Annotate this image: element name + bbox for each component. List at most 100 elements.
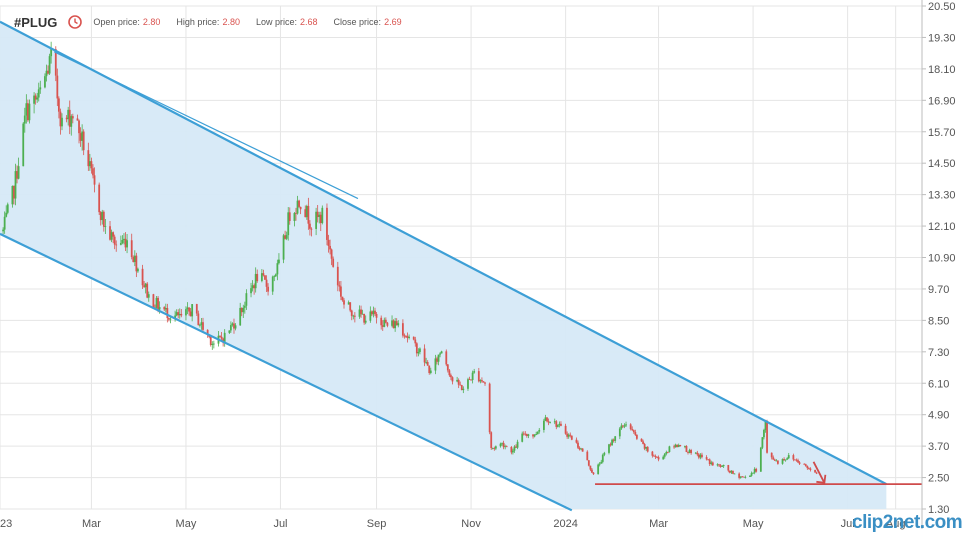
candle-body (457, 379, 460, 385)
candle-body (629, 424, 632, 430)
x-tick-label: Sep (367, 518, 387, 530)
candle-body (426, 362, 429, 366)
candle-body (284, 235, 287, 239)
candle-body (556, 424, 559, 427)
candle-body (163, 307, 166, 310)
candle-body (468, 379, 471, 381)
candle-body (705, 457, 708, 460)
candle-body (79, 133, 82, 141)
candle-body (395, 321, 398, 326)
candle-body (646, 446, 649, 452)
candle-body (267, 286, 269, 292)
arrow-head (816, 474, 827, 484)
candle-body (361, 313, 364, 315)
candle-body (798, 462, 801, 464)
clock-icon[interactable] (67, 14, 83, 30)
candle-body (742, 476, 745, 478)
candle-body (697, 454, 700, 458)
candle-body (741, 476, 744, 478)
candle-body (37, 89, 40, 98)
candle-body (467, 379, 469, 389)
candle-body (499, 443, 502, 447)
candle-body (543, 420, 545, 430)
candle-body (776, 460, 779, 464)
candle-body (326, 207, 328, 240)
candle-body (178, 313, 181, 316)
candle-body (662, 456, 665, 460)
candle-body (233, 323, 235, 329)
candle-body (795, 459, 798, 461)
candle-body (415, 343, 418, 354)
candle-body (242, 307, 245, 313)
candle-body (307, 205, 310, 224)
candle-body (614, 436, 617, 441)
candle-body (92, 168, 94, 176)
candle-body (65, 117, 68, 120)
candle-body (143, 285, 146, 288)
candle-body (130, 240, 133, 258)
candle-body (601, 454, 604, 462)
candle-body (315, 211, 318, 229)
candle-body (460, 385, 463, 391)
candle-body (330, 249, 333, 259)
candle-body (319, 214, 322, 224)
candle-body (22, 123, 25, 167)
candle-body (253, 285, 256, 289)
candle-body (61, 117, 63, 127)
candle-body (525, 434, 528, 436)
candle-body (25, 103, 28, 116)
candle-body (278, 259, 280, 264)
candle-body (250, 288, 252, 294)
candle-body (766, 420, 768, 453)
candle-body (694, 452, 697, 454)
down-arrow-icon (812, 461, 827, 484)
candle-body (71, 116, 74, 119)
candle-body (223, 332, 226, 343)
candle-body (200, 322, 203, 325)
candle-body (684, 446, 686, 447)
y-tick-label: 18.10 (928, 64, 956, 76)
candle-body (180, 313, 183, 316)
candle-body (239, 307, 242, 326)
candle-body (397, 323, 400, 326)
candle-body (622, 425, 624, 427)
candle-body (653, 455, 655, 457)
y-tick-label: 2.50 (928, 473, 949, 485)
x-tick-label: 2024 (553, 518, 577, 530)
x-tick-label: Mar (649, 518, 668, 530)
candle-body (243, 305, 246, 308)
candle-body (332, 258, 335, 267)
candle-body (491, 447, 494, 449)
candle-body (363, 313, 366, 323)
candle-body (405, 336, 407, 337)
candle-body (110, 232, 113, 240)
candle-body (273, 276, 276, 278)
candle-body (501, 442, 503, 444)
candle-body (685, 446, 688, 453)
candle-body (488, 383, 491, 433)
y-tick-label: 3.70 (928, 441, 949, 453)
candle-body (343, 300, 345, 305)
candle-body (318, 214, 321, 218)
candle-body (536, 431, 539, 435)
candle-body (177, 312, 180, 316)
candle-body (512, 450, 514, 453)
candle-body (144, 283, 147, 288)
candle-body (578, 447, 581, 450)
candle-body (338, 285, 341, 287)
candle-body (381, 325, 384, 327)
candle-body (546, 417, 548, 422)
candle-body (186, 307, 189, 310)
candle-body (403, 335, 406, 337)
candle-body (666, 451, 669, 453)
candle-body (597, 464, 600, 475)
y-tick-label: 8.50 (928, 315, 949, 327)
candle-body (146, 283, 149, 298)
candle-body (727, 465, 730, 471)
candle-body (293, 213, 296, 221)
candle-body (310, 228, 313, 230)
candle-body (352, 315, 355, 317)
candle-body (634, 432, 637, 435)
candle-body (231, 323, 234, 326)
